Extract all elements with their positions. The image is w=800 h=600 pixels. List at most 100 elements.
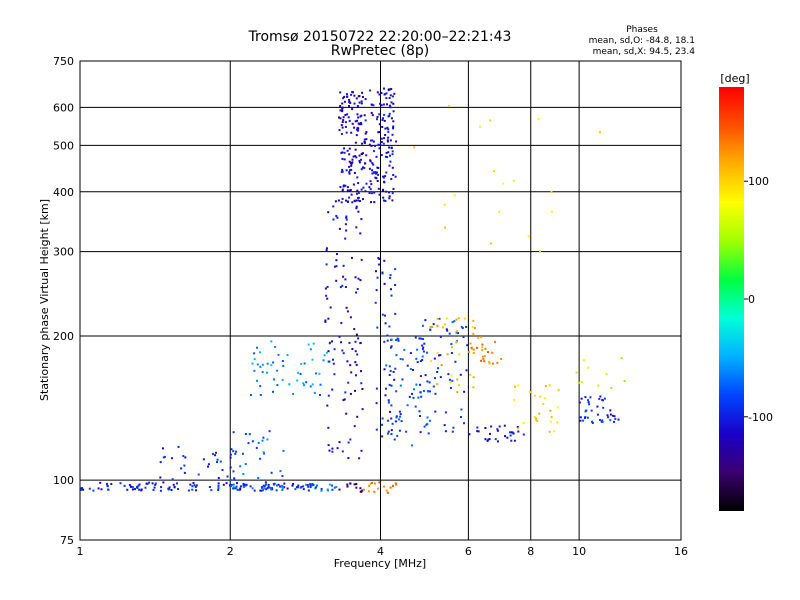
data-point — [494, 340, 496, 343]
data-point — [337, 199, 340, 202]
data-point — [154, 482, 157, 485]
data-point — [376, 326, 379, 329]
data-point — [388, 97, 391, 99]
data-point — [549, 420, 552, 423]
data-point — [601, 419, 604, 422]
data-point — [324, 319, 327, 322]
data-point — [177, 488, 179, 490]
data-point — [381, 435, 384, 438]
data-point — [233, 478, 236, 481]
data-point — [275, 489, 278, 492]
data-point — [614, 417, 617, 420]
data-point — [351, 201, 354, 204]
data-point — [233, 477, 236, 480]
data-point — [482, 355, 485, 358]
data-point — [370, 192, 373, 195]
data-point — [355, 291, 358, 294]
data-point — [338, 335, 341, 338]
data-point — [389, 160, 392, 163]
data-point — [347, 116, 350, 119]
data-point — [263, 486, 266, 489]
data-point — [419, 415, 421, 417]
data-point — [360, 370, 362, 373]
data-point — [263, 485, 266, 487]
data-point — [217, 482, 220, 485]
data-point — [389, 276, 392, 279]
data-point — [341, 151, 344, 154]
data-point — [399, 384, 402, 387]
data-point — [390, 288, 392, 291]
data-point — [338, 116, 340, 119]
data-point — [309, 486, 312, 489]
data-point — [168, 486, 171, 489]
data-point — [457, 332, 460, 335]
data-point — [369, 139, 372, 142]
data-point — [436, 324, 439, 327]
data-point — [580, 397, 583, 400]
data-point — [390, 345, 393, 348]
data-point — [340, 201, 343, 204]
data-point — [251, 362, 254, 365]
data-point — [107, 488, 109, 491]
data-point — [596, 413, 599, 416]
data-point — [349, 169, 351, 172]
data-point — [88, 487, 91, 490]
data-point — [324, 287, 327, 290]
data-point — [355, 486, 358, 489]
data-point — [261, 363, 264, 366]
data-point — [460, 408, 463, 411]
data-point — [353, 172, 356, 174]
data-point — [368, 490, 370, 493]
data-point — [516, 426, 519, 428]
data-point — [437, 367, 439, 370]
data-point — [374, 172, 377, 175]
data-point — [299, 486, 302, 489]
data-point — [474, 327, 476, 330]
data-point — [128, 484, 131, 486]
data-point — [355, 205, 358, 208]
data-point — [504, 435, 506, 438]
data-point — [344, 286, 347, 288]
data-point — [270, 488, 273, 491]
data-point — [325, 294, 328, 297]
data-point — [353, 328, 356, 331]
data-point — [448, 332, 451, 335]
data-point — [357, 337, 360, 340]
data-point — [319, 383, 322, 386]
data-point — [494, 438, 497, 441]
data-point — [134, 488, 136, 491]
data-point — [383, 259, 386, 262]
data-point — [326, 297, 329, 300]
data-point — [346, 149, 349, 152]
data-point — [370, 112, 373, 114]
data-point — [387, 401, 390, 404]
data-point — [388, 164, 391, 167]
data-point — [392, 370, 395, 373]
data-point — [339, 91, 342, 94]
data-point — [436, 383, 439, 386]
data-point — [348, 189, 351, 192]
data-point — [509, 431, 511, 434]
data-point — [458, 353, 461, 356]
data-point — [262, 436, 265, 439]
data-point — [173, 486, 176, 488]
data-point — [362, 198, 364, 201]
data-point — [419, 431, 422, 434]
data-point — [416, 361, 419, 364]
data-point — [235, 485, 238, 488]
data-point — [358, 159, 361, 162]
data-point — [364, 132, 367, 135]
data-point — [376, 118, 378, 121]
data-point — [385, 171, 388, 174]
data-point — [414, 336, 417, 339]
data-point — [390, 294, 393, 297]
data-point — [388, 195, 391, 198]
data-point — [387, 419, 390, 422]
data-point — [579, 419, 582, 422]
data-point — [517, 430, 520, 433]
data-point — [386, 432, 389, 435]
data-point — [451, 379, 454, 382]
data-point — [421, 358, 424, 361]
data-point — [623, 380, 626, 382]
